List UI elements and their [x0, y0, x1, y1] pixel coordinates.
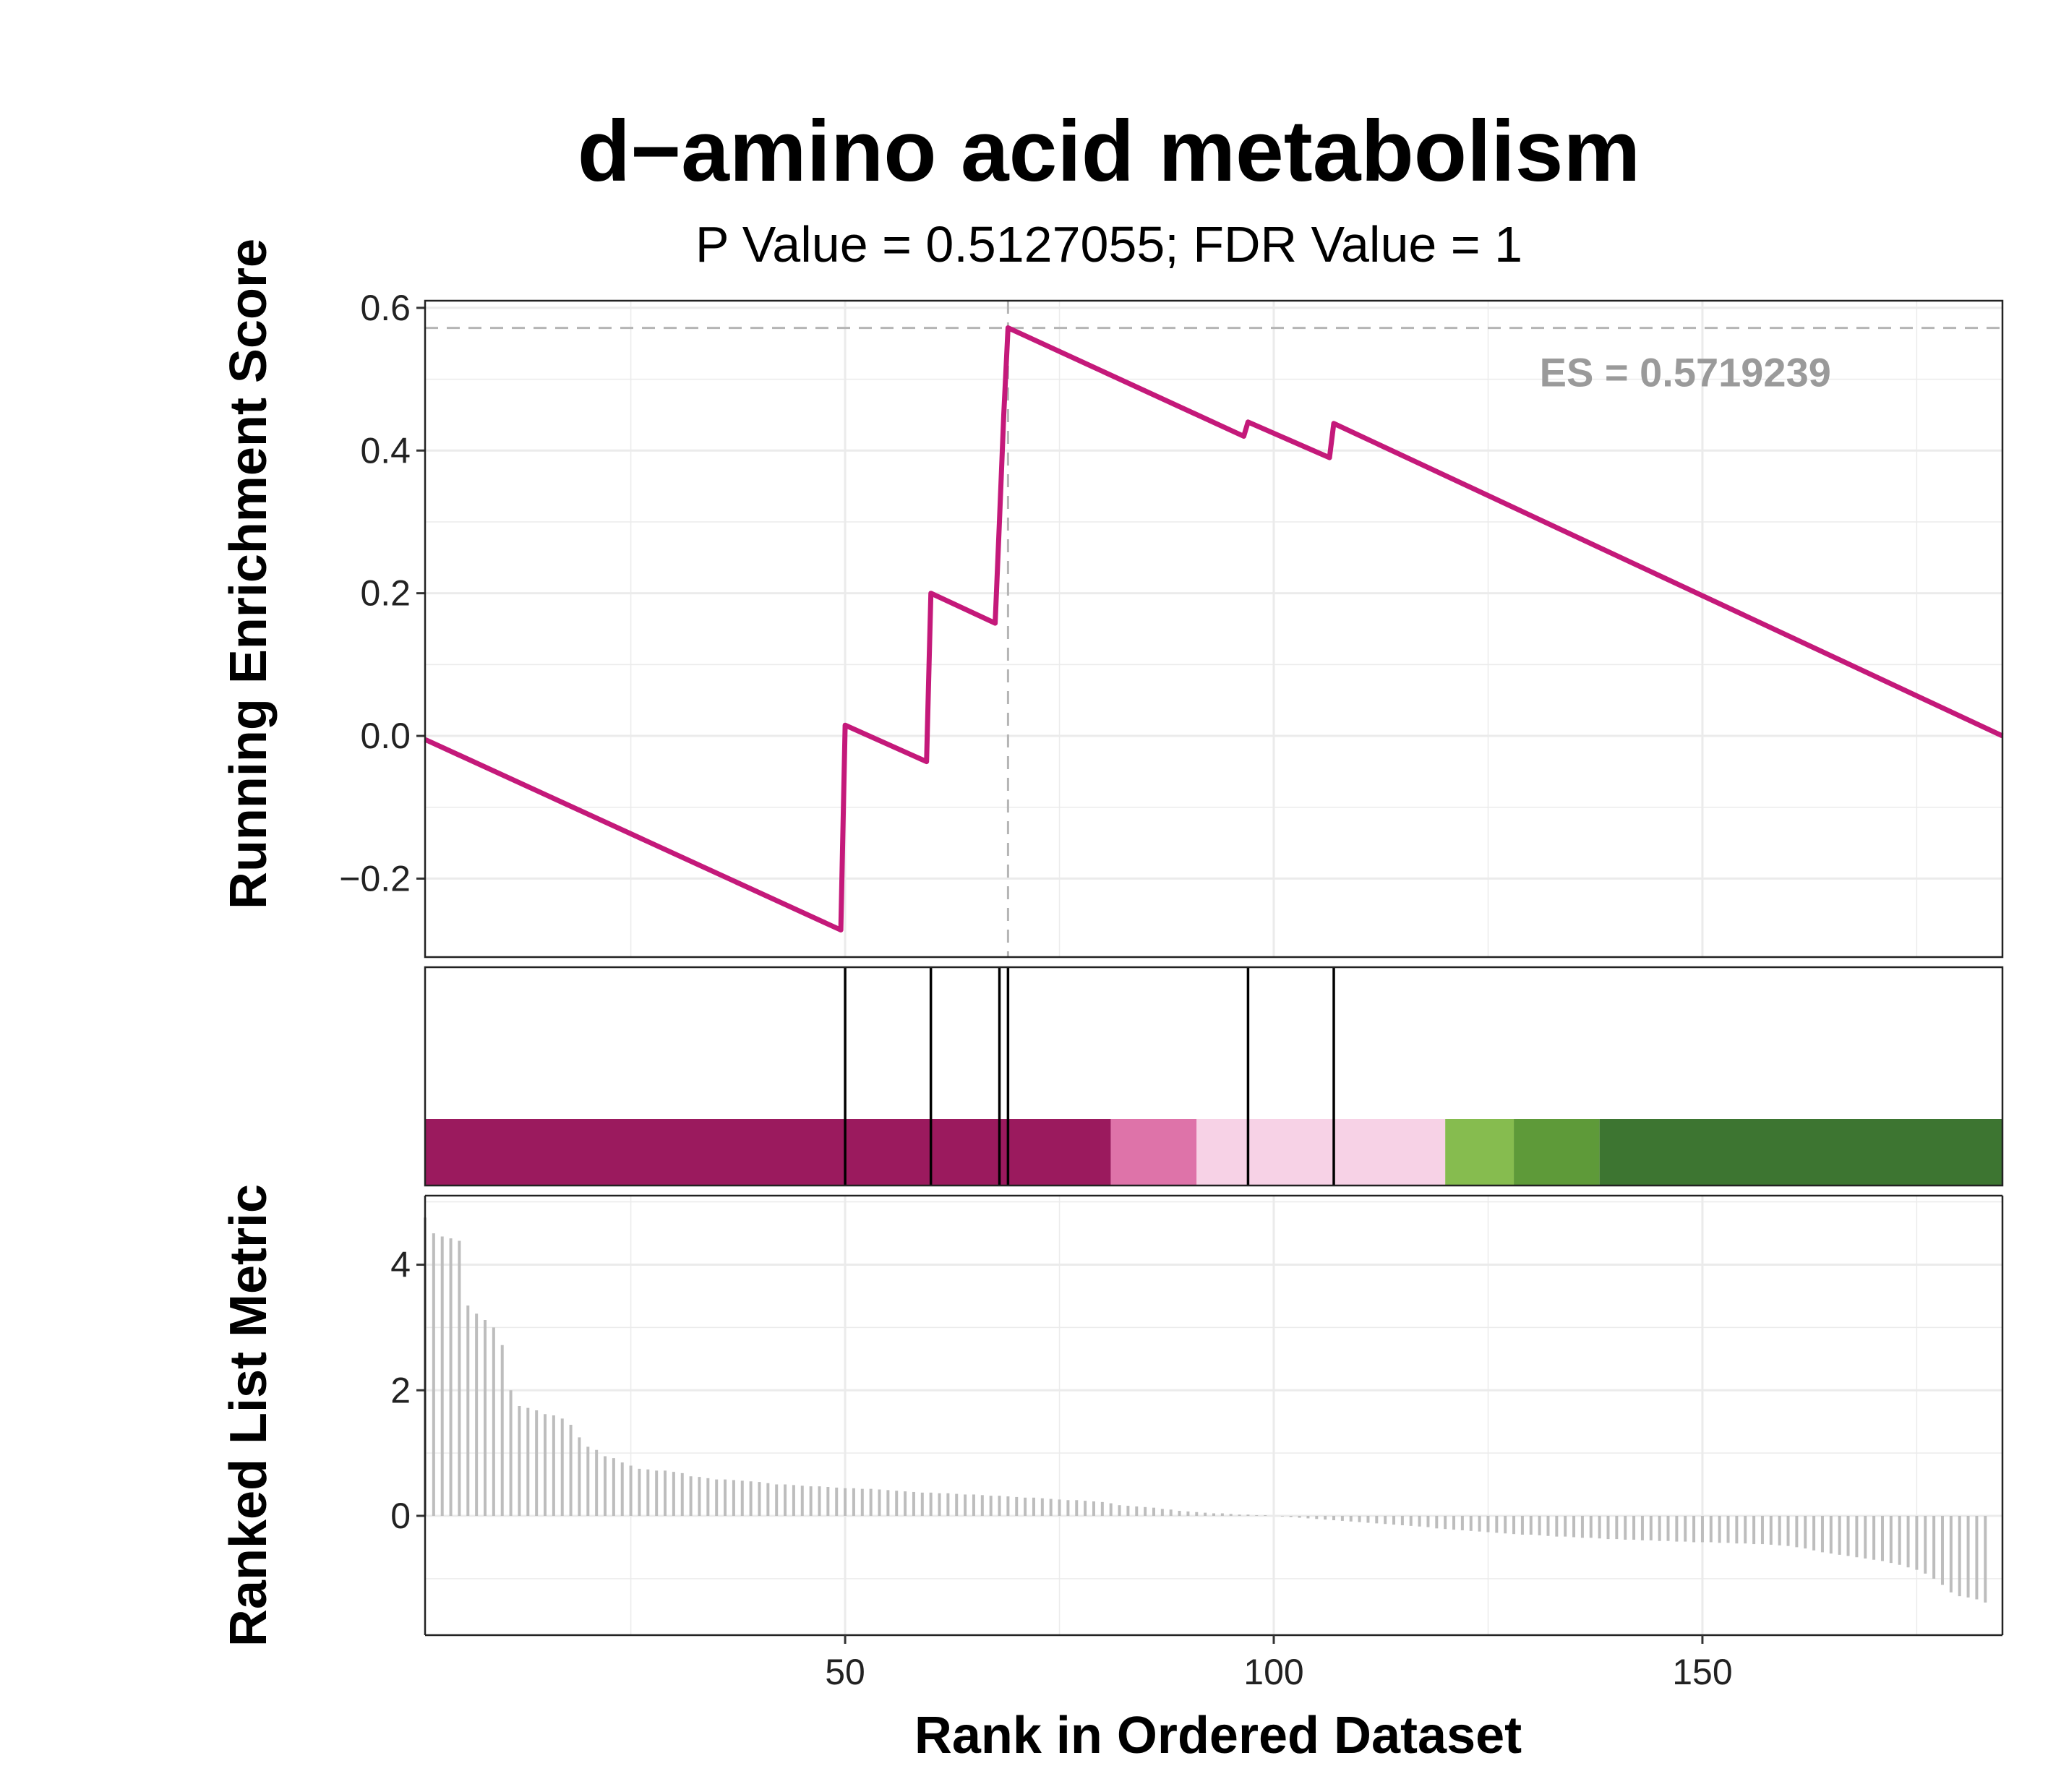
- metric-color-band: [1599, 1119, 2002, 1186]
- es-y-tick-label: 0.2: [360, 573, 411, 614]
- chart-subtitle: P Value = 0.5127055; FDR Value = 1: [695, 216, 1522, 273]
- x-tick-label: 150: [1672, 1652, 1732, 1692]
- x-axis-ticks: 50 100 150: [825, 1635, 1733, 1692]
- metric-panel-background: [425, 1196, 2002, 1635]
- metric-y-tick-label: 0: [390, 1496, 411, 1536]
- es-y-tick-label: 0.6: [360, 288, 411, 328]
- es-value-label: ES = 0.5719239: [1540, 349, 1831, 395]
- metric-y-tick-label: 4: [390, 1245, 411, 1285]
- x-tick-label: 100: [1243, 1652, 1303, 1692]
- metric-y-axis-label: Ranked List Metric: [220, 1184, 278, 1647]
- x-axis-label: Rank in Ordered Dataset: [914, 1707, 1522, 1765]
- ranked-metric-panel: 0 2 4: [390, 1194, 2004, 1637]
- gene-hit-panel: [424, 966, 2004, 1187]
- metric-y-tick-label: 2: [390, 1370, 411, 1410]
- es-y-tick-label: 0.4: [360, 430, 411, 471]
- es-y-tick-label: −0.2: [339, 858, 411, 899]
- running-es-line: [424, 325, 2004, 933]
- es-panel-border: [424, 299, 2004, 959]
- metric-color-band: [1196, 1119, 1446, 1186]
- x-tick-label: 50: [825, 1652, 865, 1692]
- es-panel-background: [425, 301, 2002, 957]
- metric-color-band: [425, 1119, 1111, 1186]
- chart-title: d−amino acid metabolism: [578, 103, 1640, 200]
- metric-color-band: [1445, 1119, 1514, 1186]
- running-es-panel: ES = 0.5719239 −0.2 0.0 0.2 0.4 0.6: [339, 288, 2004, 959]
- es-y-axis-label: Running Enrichment Score: [220, 239, 278, 909]
- es-y-tick-label: 0.0: [360, 716, 411, 756]
- hit-panel-border: [424, 966, 2004, 1187]
- metric-color-band: [1110, 1119, 1197, 1186]
- metric-color-band: [1514, 1119, 1600, 1186]
